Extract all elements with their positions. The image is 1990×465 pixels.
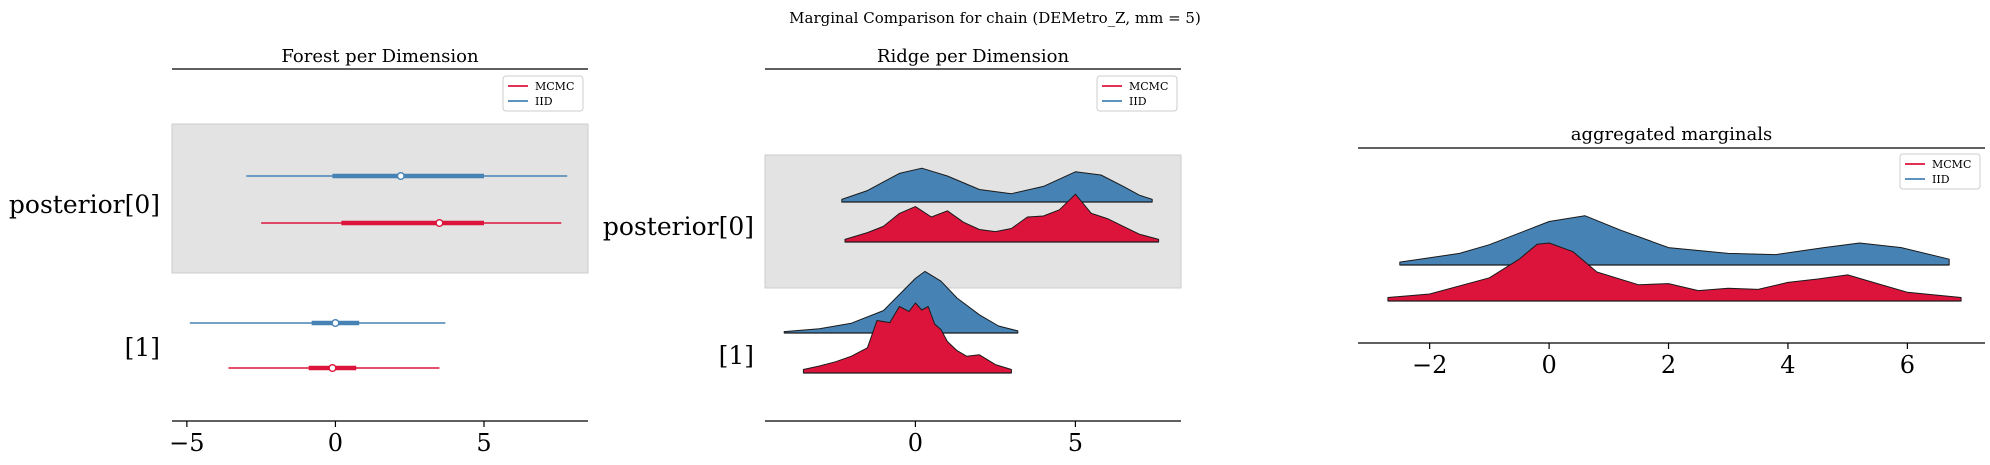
density-ridge bbox=[844, 193, 1160, 243]
panels: Forest per Dimension posterior[0] [1] −5 0 5 M… bbox=[9, 46, 1985, 457]
panel-title: aggregated marginals bbox=[1571, 124, 1772, 145]
legend-label: IID bbox=[535, 95, 553, 108]
legend-label: MCMC bbox=[1932, 158, 1971, 171]
legend-frame bbox=[502, 75, 584, 112]
legend: MCMC IID bbox=[502, 75, 584, 112]
row-band bbox=[764, 154, 1182, 289]
legend-label: IID bbox=[1932, 173, 1950, 186]
legend-label: IID bbox=[1129, 95, 1147, 108]
x-tick-label: 5 bbox=[1068, 429, 1083, 457]
row-band bbox=[171, 123, 589, 274]
median-point bbox=[396, 171, 405, 180]
panel-title: Ridge per Dimension bbox=[877, 46, 1070, 67]
median-point bbox=[328, 364, 337, 373]
panel-3: aggregated marginals −2 0 2 4 6 MCMC IID bbox=[1358, 124, 1985, 379]
x-tick-label: 0 bbox=[908, 429, 923, 457]
x-tick-label: 6 bbox=[1900, 351, 1915, 379]
x-tick-label: 2 bbox=[1661, 351, 1676, 379]
suptitle: Marginal Comparison for chain (DEMetro_Z… bbox=[789, 9, 1201, 27]
x-tick-label: 4 bbox=[1780, 351, 1795, 379]
x-tick-label: 0 bbox=[328, 429, 343, 457]
density-ridge bbox=[841, 167, 1153, 203]
row-label: [1] bbox=[719, 341, 754, 370]
legend: MCMC IID bbox=[1096, 75, 1178, 112]
legend-frame bbox=[1899, 153, 1981, 190]
density-ridge bbox=[802, 302, 1012, 374]
row-label: [1] bbox=[125, 333, 160, 362]
legend-label: MCMC bbox=[1129, 80, 1168, 93]
x-tick-label: −5 bbox=[169, 429, 204, 457]
row-label: posterior[0] bbox=[9, 190, 160, 219]
legend: MCMC IID bbox=[1899, 153, 1981, 190]
x-tick-label: 5 bbox=[476, 429, 491, 457]
x-tick-label: −2 bbox=[1412, 351, 1447, 379]
legend-label: MCMC bbox=[535, 80, 574, 93]
density-ridge bbox=[1387, 242, 1962, 302]
row-label: posterior[0] bbox=[603, 212, 754, 241]
panel-2: Ridge per Dimension posterior[0] [1] 0 5 MCMC… bbox=[603, 46, 1182, 457]
panel-title: Forest per Dimension bbox=[281, 46, 479, 67]
median-point bbox=[331, 319, 340, 328]
panel-1: Forest per Dimension posterior[0] [1] −5 0 5 M… bbox=[9, 46, 589, 457]
density-ridge bbox=[783, 270, 1019, 334]
x-tick-label: 0 bbox=[1541, 351, 1556, 379]
density-ridge bbox=[1399, 215, 1950, 266]
legend-frame bbox=[1096, 75, 1178, 112]
median-point bbox=[435, 218, 444, 227]
